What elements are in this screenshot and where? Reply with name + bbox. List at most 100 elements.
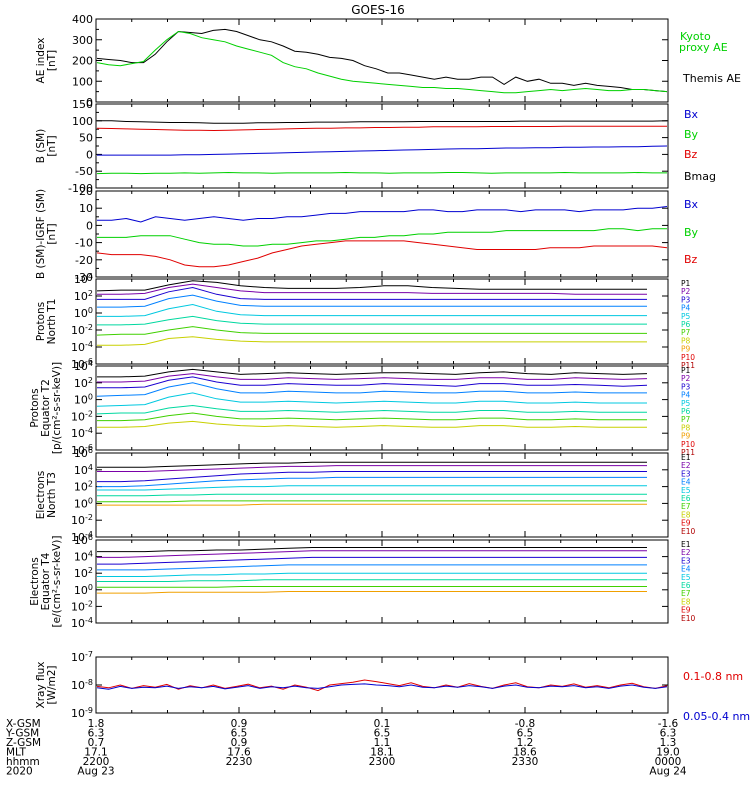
- legend-entry: P6: [681, 407, 691, 416]
- series-line-e2: [97, 550, 647, 558]
- legend-entry: E6: [681, 494, 691, 503]
- legend-entry: E5: [681, 573, 691, 582]
- series-line-e4: [97, 476, 647, 488]
- legend-entry: P11: [681, 361, 695, 370]
- time-axis-value: 6.5: [374, 728, 391, 740]
- time-axis-value: 0000: [655, 756, 682, 768]
- y-tick-label: 106: [74, 533, 93, 548]
- series-line-p7: [97, 412, 647, 422]
- y-tick-label: 10-4: [71, 616, 93, 631]
- legend-entry: Bz: [684, 148, 698, 161]
- legend-entry: P10: [681, 440, 695, 449]
- series-line-e4: [97, 564, 647, 571]
- legend-entry: P4: [681, 391, 691, 400]
- y-axis-label: North T3: [46, 472, 58, 518]
- y-tick-label: 20: [79, 185, 93, 198]
- series-line-e2: [97, 465, 647, 472]
- y-tick-label: 102: [74, 375, 93, 390]
- time-axis-value: 1.2: [517, 737, 534, 749]
- time-axis-value: 2230: [226, 756, 253, 768]
- y-tick-label: 10-4: [71, 340, 93, 355]
- y-tick-label: 200: [72, 55, 93, 68]
- time-axis-value: 1.8: [88, 718, 105, 730]
- series-line-p4: [97, 294, 647, 308]
- series-line-e3: [97, 556, 647, 565]
- y-tick-label: 10-7: [71, 650, 93, 665]
- time-axis-value: 17.6: [227, 747, 251, 759]
- legend-entry: E7: [681, 502, 691, 511]
- series-line-kyoto-proxy-ae: [96, 30, 668, 94]
- legend-entry: P8: [681, 336, 691, 345]
- legend-entry: P7: [681, 328, 691, 337]
- y-tick-label: 10-2: [71, 599, 93, 614]
- legend-entry: By: [684, 226, 699, 239]
- legend-entry: E7: [681, 589, 691, 598]
- legend-entry: Themis AE: [682, 72, 741, 85]
- time-axis-value: 0.9: [231, 737, 248, 749]
- time-axis-value: 18.1: [370, 747, 393, 759]
- time-axis-value: 0.7: [88, 737, 105, 749]
- series-line-p7: [96, 326, 647, 336]
- legend: 0.1-0.8 nm 0.05-0.4 nm: [683, 670, 750, 723]
- legend-entry: E9: [681, 606, 691, 615]
- time-axis-value: -0.8: [515, 718, 536, 730]
- panel-frame: [95, 278, 669, 365]
- y-tick-label: 106: [74, 446, 93, 461]
- legend-entry: P5: [681, 312, 691, 321]
- legend-entry: P1: [681, 279, 691, 288]
- legend-entry: By: [684, 128, 699, 141]
- panel-b_sm: -100 -50 0 50 100 150 B (SM) [nT] Bx By Bz Bmag: [35, 98, 716, 195]
- series-line-p2: [97, 283, 647, 295]
- series-line-e1: [97, 547, 647, 553]
- legend-entry: E5: [681, 486, 691, 495]
- time-axis-value: Aug 24: [649, 766, 687, 778]
- y-tick-label: -100: [68, 182, 93, 195]
- legend-entry: P11: [681, 448, 695, 457]
- time-axis-value: 19.0: [656, 747, 679, 759]
- series-line-p6: [97, 315, 647, 326]
- y-axis-label: Electrons: [29, 557, 41, 606]
- legend-entry: P3: [681, 382, 691, 391]
- y-tick-label: 104: [74, 549, 93, 564]
- legend-entry: P1: [681, 366, 691, 375]
- y-tick-label: 300: [72, 34, 93, 47]
- y-axis-label: North T1: [46, 299, 58, 345]
- time-axis-value: 0.9: [231, 718, 248, 730]
- time-axis-row-label: Y-GSM: [5, 728, 39, 740]
- legend-entry: proxy AE: [679, 41, 728, 54]
- y-axis-label: [nT]: [46, 50, 58, 71]
- series-line-p6: [96, 404, 647, 415]
- legend-entry: E6: [681, 581, 691, 590]
- legend-entry: P5: [681, 399, 691, 408]
- legend-entry: Kyoto: [680, 30, 711, 43]
- legend-entry: E8: [681, 597, 691, 606]
- legend-entry: Bx: [684, 108, 699, 121]
- time-axis-value: 6.5: [517, 728, 534, 740]
- legend-entry: 0.05-0.4 nm: [683, 710, 750, 723]
- y-tick-label: 50: [79, 132, 93, 145]
- series-line-p8: [97, 420, 647, 428]
- y-tick-label: -20: [75, 254, 93, 267]
- y-axis-label: Protons: [35, 302, 47, 341]
- time-axis-row-label: Z-GSM: [6, 737, 41, 749]
- series-line-p5: [97, 303, 647, 317]
- series-line-0-05-0-4-nm: [96, 683, 668, 690]
- series-line-p1: [96, 280, 647, 292]
- legend-entry: P9: [681, 345, 691, 354]
- y-tick-label: 0: [86, 148, 93, 161]
- series-line-e5: [97, 572, 647, 577]
- legend-entry: Bx: [684, 198, 699, 211]
- y-tick-label: 10: [79, 202, 93, 215]
- time-axis-value: 17.1: [84, 747, 107, 759]
- y-tick-label: 100: [72, 115, 93, 128]
- y-axis-label: [nT]: [46, 223, 58, 244]
- legend-entry: E10: [681, 527, 696, 536]
- time-axis-value: 2200: [83, 756, 110, 768]
- series-line-p2: [97, 373, 648, 383]
- legend-entry: Bz: [684, 253, 698, 266]
